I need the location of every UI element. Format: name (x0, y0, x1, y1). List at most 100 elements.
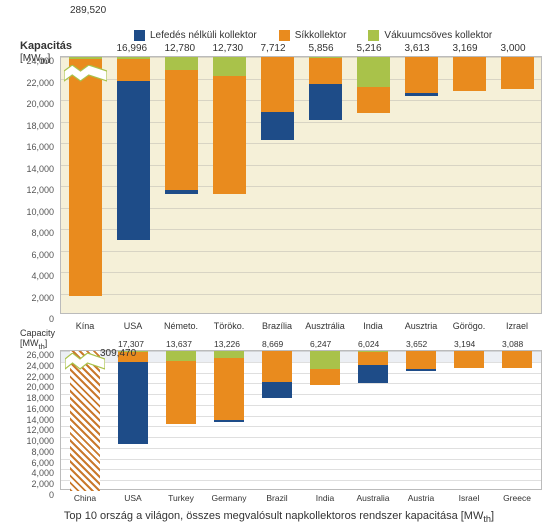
bar-segment-flat (310, 369, 340, 385)
bar-stack: 3,613 (405, 57, 438, 96)
bar-col: 6,247 (301, 351, 349, 489)
bar-segment-flat (214, 358, 244, 420)
china-callout-2016: 309,470 (100, 348, 136, 359)
y-tick-label: 16,000 (8, 142, 54, 152)
page-root: 289,520 Lefedés nélküli kollektor Síkkoll… (0, 0, 558, 528)
bar-segment-flat (454, 351, 484, 368)
bar-segment-flat (262, 351, 292, 382)
bar-segment-flat (261, 57, 294, 112)
y-tick-label: 10,000 (8, 436, 54, 446)
bar-segment-flat (117, 59, 150, 81)
bar-segment-vacuum (213, 57, 246, 76)
bar-col: 3,000 (493, 57, 541, 313)
bar-stack: 17,307 (118, 351, 148, 444)
figure-caption: Top 10 ország a világon, összes megvalós… (8, 510, 550, 524)
legend-item-vacuum: Vákuumcsöves kollektor (368, 30, 492, 41)
bar-col (61, 351, 109, 489)
bar-stack (69, 57, 102, 296)
bar-segment-flat (165, 70, 198, 190)
y-tick-label: 14,000 (8, 164, 54, 174)
y-tick-label: 14,000 (8, 415, 54, 425)
bar-stack: 12,730 (213, 57, 246, 194)
bar-segment-flat (69, 59, 102, 296)
bar-stack: 5,216 (357, 57, 390, 113)
y-tick-label: 6,000 (8, 458, 54, 468)
x-label: China (61, 493, 109, 503)
y-tick-label: 22,000 (8, 372, 54, 382)
y-tick-label: 8,000 (8, 228, 54, 238)
x-label: Australia (349, 493, 397, 503)
bar-segment-unglazed (118, 362, 148, 444)
bar-segment-flat (70, 351, 100, 491)
bar-segment-flat (501, 57, 534, 89)
bar-total-label: 12,780 (165, 43, 196, 54)
bar-segment-unglazed (261, 112, 294, 140)
bar-col: 3,169 (445, 57, 493, 313)
bar-col: 17,307 (109, 351, 157, 489)
y-tick-label: 16,000 (8, 404, 54, 414)
bar-stack (70, 351, 100, 491)
bar-col (61, 57, 109, 313)
bar-total-label: 5,216 (357, 43, 382, 54)
bar-segment-unglazed (117, 81, 150, 240)
x-label: Israel (445, 493, 493, 503)
bar-segment-flat (358, 352, 388, 365)
y-axis-title-2016-line1: Capacity (20, 328, 55, 338)
bar-segment-flat (453, 57, 486, 91)
y-axis-title-2016: Capacity [MWth] (20, 328, 55, 352)
bar-stack: 6,024 (358, 351, 388, 383)
x-label: India (301, 493, 349, 503)
bar-total-label: 13,226 (214, 339, 240, 349)
legend-2015: Lefedés nélküli kollektor Síkkollektor Vák… (134, 30, 492, 41)
bar-stack: 3,169 (453, 57, 486, 91)
bar-segment-flat (406, 351, 436, 369)
legend-item-flat: Síkkollektor (279, 30, 347, 41)
legend-item-unglazed: Lefedés nélküli kollektor (134, 30, 257, 41)
bar-stack: 3,652 (406, 351, 436, 371)
bar-segment-unglazed (406, 369, 436, 371)
legend-swatch-flat (279, 30, 290, 41)
bar-stack: 3,000 (501, 57, 534, 89)
y-tick-label: 2,000 (8, 479, 54, 489)
legend-label: Lefedés nélküli kollektor (150, 30, 257, 41)
bar-segment-vacuum (166, 351, 196, 361)
y-tick-label: 6,000 (8, 250, 54, 260)
bar-total-label: 12,730 (213, 43, 244, 54)
y-tick-label: 22,000 (8, 78, 54, 88)
y-tick-label: 20,000 (8, 382, 54, 392)
bar-col: 3,194 (445, 351, 493, 489)
y-axis-title-2015-line1: Kapacitás (20, 40, 72, 53)
bar-segment-unglazed (358, 365, 388, 384)
bar-total-label: 3,169 (453, 43, 478, 54)
y-tick-label: 20,000 (8, 99, 54, 109)
bar-stack: 12,780 (165, 57, 198, 194)
bar-segment-vacuum (165, 57, 198, 70)
bar-segment-vacuum (310, 351, 340, 369)
bar-total-label: 3,194 (454, 339, 475, 349)
bar-segment-flat (213, 76, 246, 194)
plot-2016: 17,30713,63713,2268,6696,2476,0243,6523,… (60, 350, 542, 490)
y-tick-label: 4,000 (8, 271, 54, 281)
bar-col: 8,669 (253, 351, 301, 489)
bar-segment-flat (405, 57, 438, 93)
china-callout-2015: 289,520 (70, 5, 106, 16)
bar-stack: 6,247 (310, 351, 340, 385)
chart-2015: 289,520 Lefedés nélküli kollektor Síkkoll… (8, 6, 550, 336)
legend-swatch-unglazed (134, 30, 145, 41)
x-labels-2016: ChinaUSATurkeyGermanyBrazilIndiaAustrali… (61, 493, 541, 503)
x-label: Austria (397, 493, 445, 503)
bar-segment-flat (502, 351, 532, 368)
x-label: Greece (493, 493, 541, 503)
bar-segment-vacuum (357, 57, 390, 87)
x-label: Germany (205, 493, 253, 503)
y-tick-label: 26,000 (8, 350, 54, 360)
bar-segment-vacuum (214, 351, 244, 358)
bar-segment-unglazed (262, 382, 292, 398)
bar-col: 12,780 (157, 57, 205, 313)
x-label: Brazil (253, 493, 301, 503)
bar-col: 13,226 (205, 351, 253, 489)
x-label: USA (109, 493, 157, 503)
bar-segment-flat (166, 361, 196, 425)
y-tick-label: 12,000 (8, 425, 54, 435)
bar-segment-unglazed (309, 84, 342, 119)
